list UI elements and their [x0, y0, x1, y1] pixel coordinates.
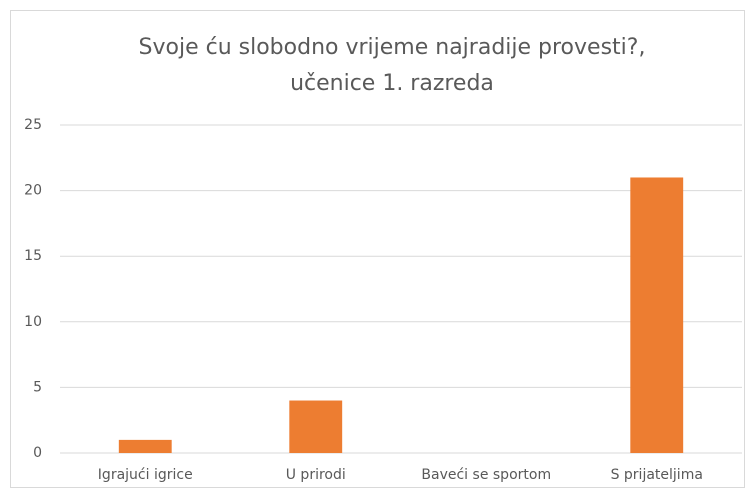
y-tick-label: 25 [24, 117, 42, 133]
bar [118, 439, 172, 453]
bar [289, 400, 343, 453]
y-tick-label: 20 [24, 183, 42, 199]
y-tick-label: 5 [33, 379, 42, 395]
x-tick-label: Igrajući igrice [98, 467, 193, 483]
y-tick-label: 0 [33, 445, 42, 461]
chart-title: Svoje ću slobodno vrijeme najradije prov… [139, 35, 646, 60]
bar [630, 177, 684, 454]
x-tick-label: Baveći se sportom [421, 467, 551, 483]
y-tick-label: 15 [24, 248, 42, 264]
x-tick-label: U prirodi [286, 467, 346, 483]
chart-frame [10, 10, 745, 488]
x-tick-label: S prijateljima [611, 467, 703, 483]
y-tick-label: 10 [24, 314, 42, 330]
chart-title: učenice 1. razreda [290, 71, 494, 96]
